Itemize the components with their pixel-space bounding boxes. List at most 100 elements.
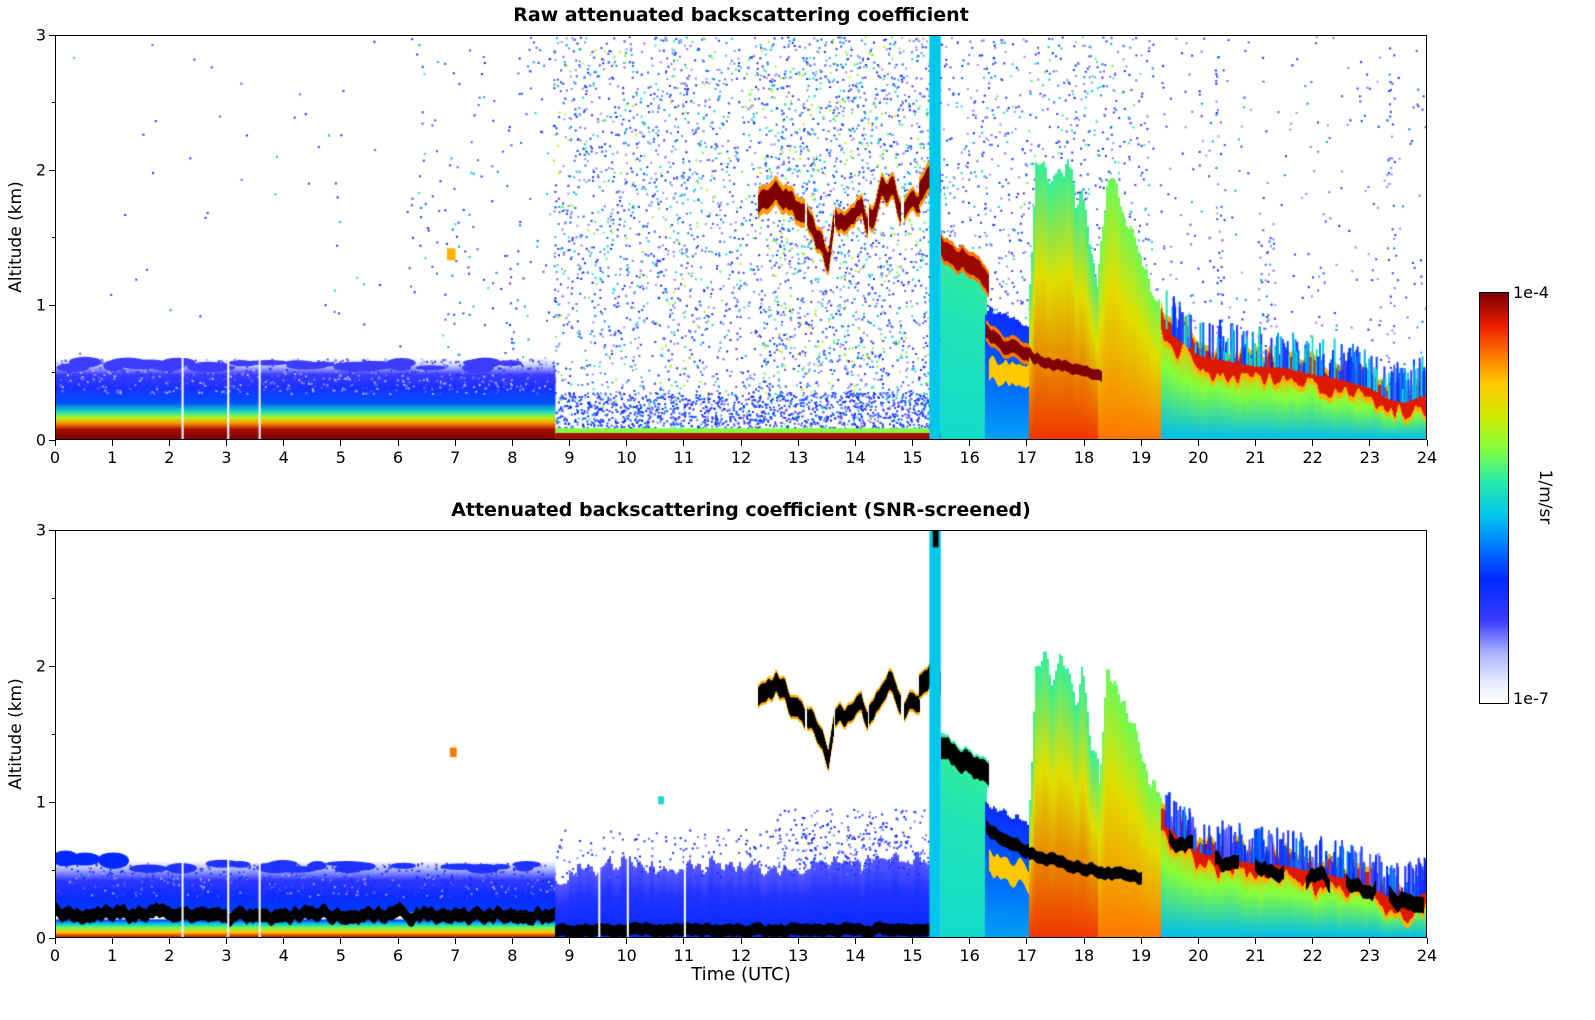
- screened-backscatter-heatmap: [56, 531, 1426, 937]
- x-tick: [797, 938, 799, 944]
- y-tick: [49, 34, 55, 36]
- x-tick-label: 18: [1073, 946, 1095, 965]
- colorbar-min-label: 1e-7: [1513, 689, 1549, 708]
- panel-title-raw: Raw attenuated backscattering coefficien…: [513, 4, 969, 26]
- x-tick-label: 5: [335, 946, 346, 965]
- x-tick: [969, 938, 971, 944]
- x-tick: [397, 938, 399, 944]
- x-tick-label: 19: [1130, 946, 1152, 965]
- x-tick: [854, 440, 856, 446]
- x-tick-label: 6: [392, 946, 404, 965]
- x-tick: [1426, 440, 1428, 446]
- x-tick-label: 23: [1359, 946, 1381, 965]
- x-tick-label: 21: [1245, 448, 1266, 467]
- y-tick: [49, 801, 55, 803]
- x-tick: [1083, 440, 1085, 446]
- x-tick: [1026, 938, 1028, 944]
- x-tick: [226, 938, 227, 944]
- y-tick-label: 3: [35, 520, 46, 540]
- x-tick-label: 23: [1359, 448, 1381, 467]
- x-tick: [1255, 440, 1256, 446]
- x-tick: [454, 938, 456, 944]
- x-tick-label: 17: [1016, 448, 1038, 467]
- x-tick-label: 7: [450, 946, 461, 965]
- x-tick-label: 7: [450, 448, 461, 467]
- x-tick-label: 2: [164, 448, 175, 467]
- x-tick: [1312, 440, 1314, 446]
- x-tick: [1083, 938, 1085, 944]
- x-tick-label: 24: [1416, 448, 1438, 467]
- y-tick-label: 2: [35, 656, 46, 676]
- y-tick: [49, 304, 55, 306]
- x-tick: [912, 938, 913, 944]
- x-tick-label: 10: [616, 946, 637, 965]
- x-axis-label: Time (UTC): [691, 964, 791, 985]
- x-tick-label: 12: [730, 946, 752, 965]
- x-tick-label: 3: [221, 448, 232, 467]
- x-tick: [912, 440, 913, 446]
- y-minor-tick: [52, 237, 55, 238]
- y-tick-label: 0: [35, 430, 46, 450]
- y-tick: [49, 439, 55, 441]
- x-tick-label: 4: [278, 946, 289, 965]
- y-tick-label: 3: [35, 25, 46, 45]
- x-tick: [1197, 938, 1199, 944]
- x-tick: [854, 938, 856, 944]
- y-minor-tick: [52, 597, 55, 599]
- x-tick-label: 9: [564, 946, 575, 965]
- x-tick-label: 4: [278, 448, 289, 467]
- x-tick-label: 21: [1245, 946, 1266, 965]
- y-tick-label: 1: [35, 295, 46, 315]
- x-tick-label: 17: [1016, 946, 1038, 965]
- x-tick-label: 20: [1188, 448, 1209, 467]
- x-tick-label: 24: [1416, 946, 1438, 965]
- x-tick-label: 6: [392, 448, 404, 467]
- x-tick: [1255, 938, 1256, 944]
- plot-area-screened: [55, 530, 1427, 938]
- y-tick: [49, 169, 55, 171]
- y-tick-label: 0: [35, 928, 46, 948]
- x-tick-label: 22: [1302, 448, 1323, 467]
- y-minor-tick: [52, 733, 55, 735]
- x-tick: [283, 440, 285, 446]
- y-tick: [49, 529, 55, 531]
- x-tick: [511, 938, 513, 944]
- x-tick-label: 10: [616, 448, 637, 467]
- x-tick: [1312, 938, 1314, 944]
- x-tick-label: 16: [959, 448, 980, 467]
- x-tick-label: 15: [902, 946, 923, 965]
- x-tick-label: 11: [673, 946, 695, 965]
- x-tick-label: 11: [673, 448, 695, 467]
- colorbar-units-label: 1/m/sr: [1535, 469, 1555, 525]
- x-tick-label: 8: [507, 448, 518, 467]
- x-tick: [683, 938, 685, 944]
- x-tick: [740, 440, 742, 446]
- x-tick: [797, 440, 799, 446]
- x-tick: [54, 440, 56, 446]
- x-tick-label: 12: [730, 448, 752, 467]
- x-tick: [1140, 440, 1142, 446]
- x-tick: [626, 440, 628, 446]
- y-axis-label-screened: Altitude (km): [6, 678, 26, 790]
- x-tick: [511, 440, 513, 446]
- x-tick: [683, 440, 685, 446]
- x-tick-label: 9: [564, 448, 575, 467]
- colorbar-max-label: 1e-4: [1513, 283, 1549, 302]
- x-tick-label: 1: [107, 448, 118, 467]
- y-minor-tick: [52, 372, 55, 373]
- x-tick: [340, 440, 342, 446]
- x-tick-label: 0: [49, 946, 61, 965]
- x-tick: [283, 938, 285, 944]
- colorbar: [1479, 292, 1509, 704]
- x-tick-label: 16: [959, 946, 980, 965]
- x-tick: [397, 440, 399, 446]
- x-tick: [569, 440, 570, 446]
- x-tick-label: 19: [1130, 448, 1152, 467]
- x-tick: [1369, 440, 1371, 446]
- x-tick: [626, 938, 628, 944]
- x-tick-label: 8: [507, 946, 518, 965]
- y-tick-label: 1: [35, 792, 46, 812]
- x-tick: [454, 440, 456, 446]
- x-tick: [111, 440, 113, 446]
